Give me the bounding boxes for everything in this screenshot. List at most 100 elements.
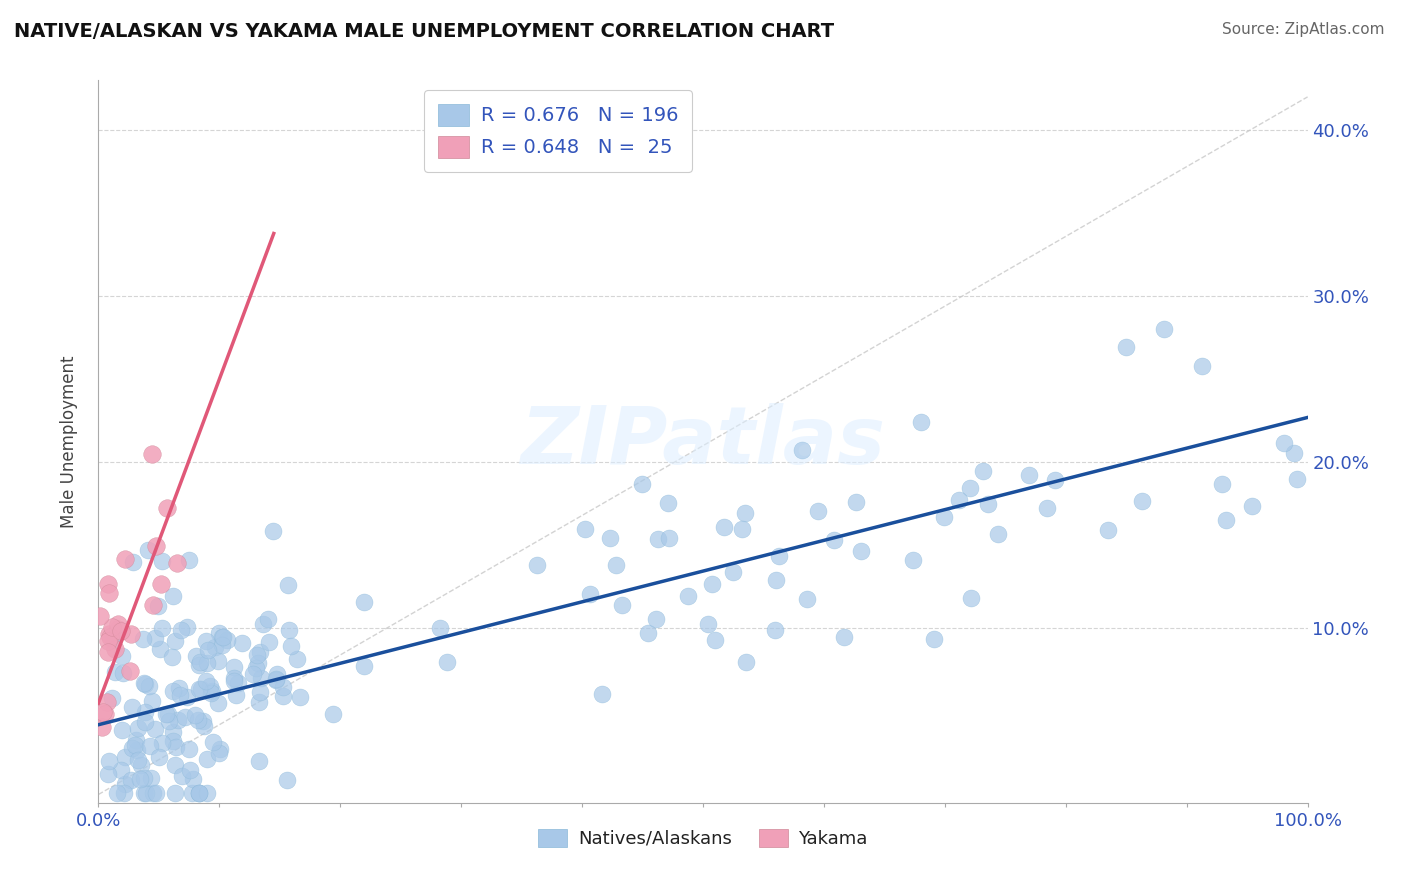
Point [1130, 493, 1153, 508]
Point [100, 619, 122, 633]
Point [176, 619, 198, 633]
Point [605, 558, 627, 572]
Point [195, 656, 218, 670]
Point [823, 533, 845, 547]
Point [125, 733, 148, 747]
Point [226, 675, 249, 690]
Point [1211, 477, 1233, 491]
Point [163, 758, 186, 772]
Point [184, 648, 207, 663]
Point [195, 634, 218, 648]
Point [150, 554, 173, 568]
Point [160, 649, 183, 664]
Point [104, 665, 127, 679]
Point [252, 617, 274, 632]
Point [832, 630, 855, 644]
Point [200, 686, 222, 700]
Point [167, 681, 190, 695]
Point [89, 609, 111, 624]
Point [129, 757, 152, 772]
Point [179, 553, 201, 567]
Point [849, 544, 872, 558]
Point [731, 522, 754, 536]
Point [645, 612, 668, 626]
Point [197, 643, 219, 657]
Point [111, 666, 134, 681]
Point [195, 752, 218, 766]
Point [436, 655, 458, 669]
Point [1097, 523, 1119, 537]
Point [765, 573, 787, 587]
Point [262, 524, 284, 538]
Point [179, 742, 201, 756]
Point [134, 677, 156, 691]
Point [172, 768, 194, 782]
Point [190, 681, 212, 696]
Point [162, 725, 184, 739]
Point [245, 661, 267, 675]
Point [247, 695, 270, 709]
Point [150, 736, 173, 750]
Point [271, 690, 294, 704]
Point [146, 599, 169, 613]
Point [187, 713, 209, 727]
Point [429, 621, 451, 635]
Point [591, 687, 613, 701]
Point [353, 659, 375, 673]
Point [193, 719, 215, 733]
Point [702, 576, 724, 591]
Point [101, 690, 124, 705]
Point [127, 753, 149, 767]
Point [353, 595, 375, 609]
Point [120, 626, 142, 640]
Point [143, 722, 166, 736]
Point [139, 771, 162, 785]
Point [208, 746, 231, 760]
Legend: Natives/Alaskans, Yakama: Natives/Alaskans, Yakama [531, 822, 875, 855]
Point [174, 709, 197, 723]
Point [104, 625, 127, 640]
Point [271, 680, 294, 694]
Point [132, 786, 155, 800]
Point [122, 555, 145, 569]
Point [142, 598, 165, 612]
Point [211, 630, 233, 644]
Point [288, 690, 311, 705]
Point [208, 626, 231, 640]
Point [637, 625, 659, 640]
Point [1018, 467, 1040, 482]
Point [142, 786, 165, 800]
Point [579, 587, 602, 601]
Point [734, 655, 756, 669]
Point [97, 577, 120, 591]
Point [972, 464, 994, 478]
Point [195, 673, 218, 688]
Point [120, 772, 142, 787]
Point [139, 739, 162, 753]
Point [948, 493, 970, 508]
Point [208, 742, 231, 756]
Point [187, 786, 209, 800]
Point [127, 721, 149, 735]
Point [922, 632, 945, 646]
Point [796, 592, 818, 607]
Point [231, 636, 253, 650]
Point [187, 786, 209, 800]
Text: NATIVE/ALASKAN VS YAKAMA MALE UNEMPLOYMENT CORRELATION CHART: NATIVE/ALASKAN VS YAKAMA MALE UNEMPLOYME… [14, 22, 834, 41]
Point [157, 706, 180, 721]
Point [114, 552, 136, 566]
Point [249, 684, 271, 698]
Point [128, 772, 150, 786]
Point [697, 617, 720, 632]
Point [257, 612, 280, 626]
Point [195, 786, 218, 800]
Point [110, 764, 132, 778]
Point [103, 642, 125, 657]
Point [121, 700, 143, 714]
Point [264, 673, 287, 687]
Point [91, 720, 114, 734]
Y-axis label: Male Unemployment: Male Unemployment [59, 355, 77, 528]
Point [676, 589, 699, 603]
Text: Source: ZipAtlas.com: Source: ZipAtlas.com [1222, 22, 1385, 37]
Point [181, 786, 204, 800]
